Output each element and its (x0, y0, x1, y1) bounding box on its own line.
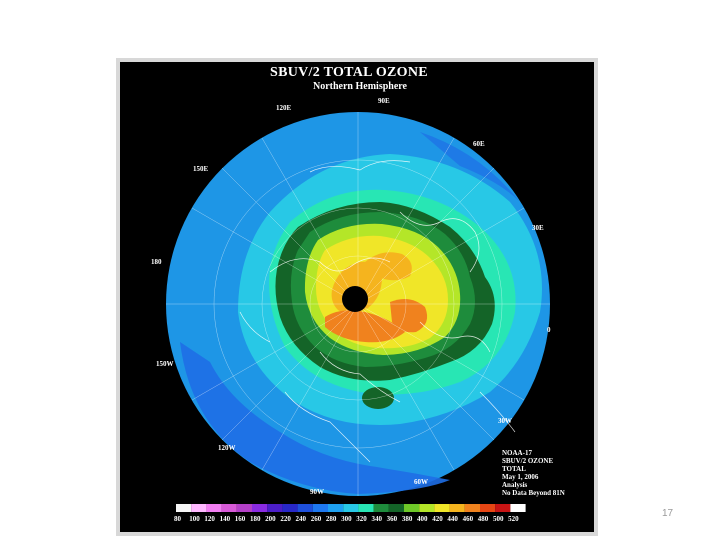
color-scale-label: 520 (508, 515, 519, 523)
color-scale-swatch (312, 504, 328, 512)
color-scale-swatch (328, 504, 344, 512)
color-scale-label: 160 (234, 515, 246, 523)
longitude-label-120w: 120W (218, 444, 236, 452)
pole-no-data (342, 286, 368, 312)
longitude-label-90w: 90W (310, 488, 324, 496)
color-scale-label: 460 (462, 515, 474, 523)
color-scale-label: 400 (417, 515, 428, 523)
longitude-label-60w: 60W (414, 478, 428, 486)
color-scale-swatch (404, 504, 420, 512)
color-scale-label: 360 (386, 515, 398, 523)
color-scale-label: 480 (477, 515, 489, 523)
info-note: No Data Beyond 81N (502, 489, 565, 497)
ozone-band-orange-3 (390, 298, 428, 333)
ozone-map-panel: SBUV/2 TOTAL OZONE Northern Hemisphere 9… (120, 62, 594, 532)
color-scale-swatch (297, 504, 313, 512)
color-scale-swatch (358, 504, 374, 512)
info-analysis: Analysis (502, 481, 528, 489)
color-scale-swatch (236, 504, 252, 512)
longitude-label-30e: 30E (532, 224, 544, 232)
color-scale-swatch (495, 504, 511, 512)
color-scale-swatch (206, 504, 222, 512)
color-scale-label: 240 (295, 515, 307, 523)
color-scale-swatch (388, 504, 404, 512)
ozone-band-orange-4 (365, 252, 412, 281)
color-scale-swatch (510, 504, 526, 512)
info-type: TOTAL (502, 465, 526, 473)
color-scale-swatch (434, 504, 450, 512)
longitude-label-180: 180 (151, 258, 162, 266)
color-scale-label: 100 (189, 515, 200, 523)
color-scale-label: 120 (204, 515, 215, 523)
color-scale-label: 340 (371, 515, 382, 523)
ozone-band-outer-blue (180, 342, 450, 494)
figure-frame: SBUV/2 TOTAL OZONE Northern Hemisphere 9… (116, 58, 598, 536)
color-scale-label: 80 (174, 515, 181, 523)
color-scale-label: 300 (341, 515, 352, 523)
longitude-label-150e: 150E (193, 165, 209, 173)
color-scale-label: 140 (219, 515, 231, 523)
color-scale-bar (176, 504, 526, 512)
color-scale-label: 180 (249, 515, 261, 523)
color-scale-swatch (221, 504, 237, 512)
color-scale-swatch (373, 504, 389, 512)
color-scale-label: 380 (401, 515, 413, 523)
color-scale-swatch (464, 504, 480, 512)
color-scale-swatch (419, 504, 435, 512)
color-scale-label: 280 (325, 515, 337, 523)
longitude-label-150w: 150W (156, 360, 174, 368)
longitude-label-30w: 30W (498, 417, 512, 425)
color-scale-label: 420 (432, 515, 443, 523)
color-scale-swatch (282, 504, 298, 512)
color-scale-labels: 80 100 120 140 160 180 200 220 240 260 280 300 320 34… (174, 515, 523, 523)
color-scale-label: 220 (280, 515, 291, 523)
color-scale-swatch (480, 504, 496, 512)
longitude-label-90e: 90E (378, 97, 390, 105)
color-scale-label: 260 (310, 515, 322, 523)
slide-number: 17 (662, 508, 674, 519)
color-scale-label: 320 (356, 515, 367, 523)
map-title: SBUV/2 TOTAL OZONE (270, 65, 428, 80)
longitude-label-60e: 60E (473, 140, 485, 148)
info-product: SBUV/2 OZONE (502, 457, 554, 465)
color-scale-label: 440 (447, 515, 458, 523)
color-scale-swatch (343, 504, 359, 512)
info-box: NOAA-17 SBUV/2 OZONE TOTAL May 1, 2006 A… (502, 449, 565, 497)
info-date: May 1, 2006 (502, 473, 539, 481)
longitude-label-120e: 120E (276, 104, 292, 112)
longitude-label-0: 0 (547, 326, 551, 334)
color-scale-swatch (252, 504, 268, 512)
coastlines (239, 160, 516, 463)
color-scale-label: 500 (492, 515, 504, 523)
color-scale-swatch (191, 504, 207, 512)
color-scale-label: 200 (265, 515, 276, 523)
ozone-map (166, 112, 550, 512)
color-scale-swatch (267, 504, 283, 512)
ozone-band-outer-blue-2 (420, 132, 520, 202)
map-subtitle: Northern Hemisphere (313, 81, 407, 92)
ozone-band-orange-2 (325, 310, 405, 343)
color-scale-swatch (449, 504, 465, 512)
color-scale-swatch (176, 504, 192, 512)
info-satellite: NOAA-17 (502, 449, 532, 457)
